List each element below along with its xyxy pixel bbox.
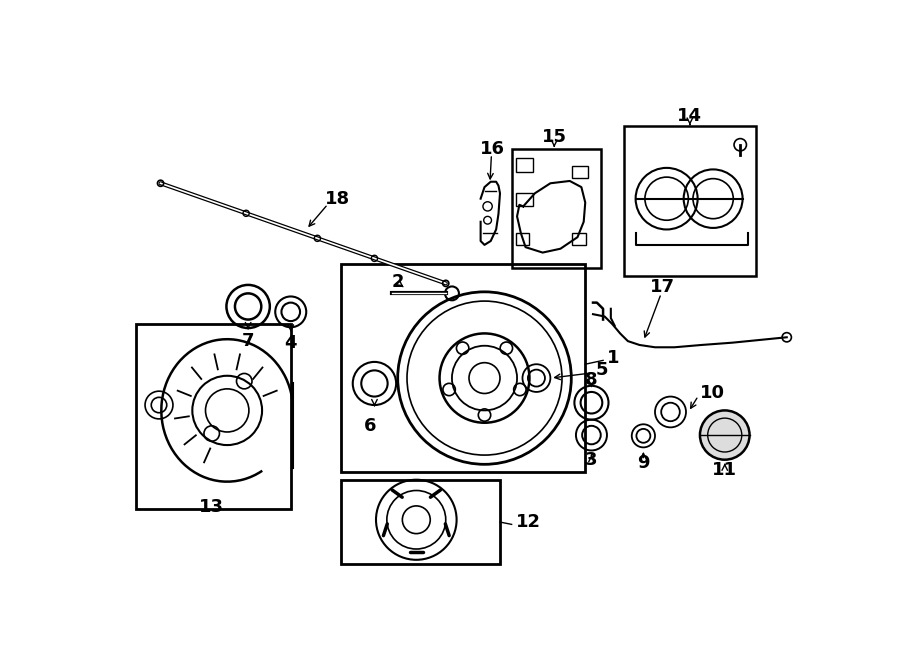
Text: 6: 6 [364, 417, 376, 435]
Bar [624, 126, 756, 276]
Bar [516, 158, 533, 172]
Bar [341, 480, 500, 564]
Text: 13: 13 [199, 498, 224, 516]
Bar [516, 192, 533, 206]
Text: 1: 1 [607, 349, 619, 367]
Circle shape [700, 410, 750, 459]
Text: 11: 11 [712, 461, 737, 479]
Text: 14: 14 [678, 107, 702, 126]
Bar [572, 233, 586, 245]
Text: 15: 15 [542, 128, 567, 146]
Bar [511, 149, 601, 268]
Text: 2: 2 [392, 273, 404, 291]
Text: 7: 7 [242, 332, 255, 350]
Bar [516, 233, 529, 245]
Text: 8: 8 [585, 371, 598, 389]
Text: 16: 16 [480, 139, 505, 157]
Text: 10: 10 [700, 385, 725, 403]
Text: 18: 18 [325, 190, 350, 208]
Text: 5: 5 [596, 362, 608, 379]
Bar [572, 165, 588, 178]
Text: 9: 9 [637, 454, 650, 472]
Text: 17: 17 [650, 278, 675, 296]
Text: 12: 12 [516, 513, 541, 531]
Text: 3: 3 [585, 451, 598, 469]
Text: 4: 4 [284, 334, 297, 352]
Bar [341, 264, 585, 472]
Bar [136, 324, 291, 509]
